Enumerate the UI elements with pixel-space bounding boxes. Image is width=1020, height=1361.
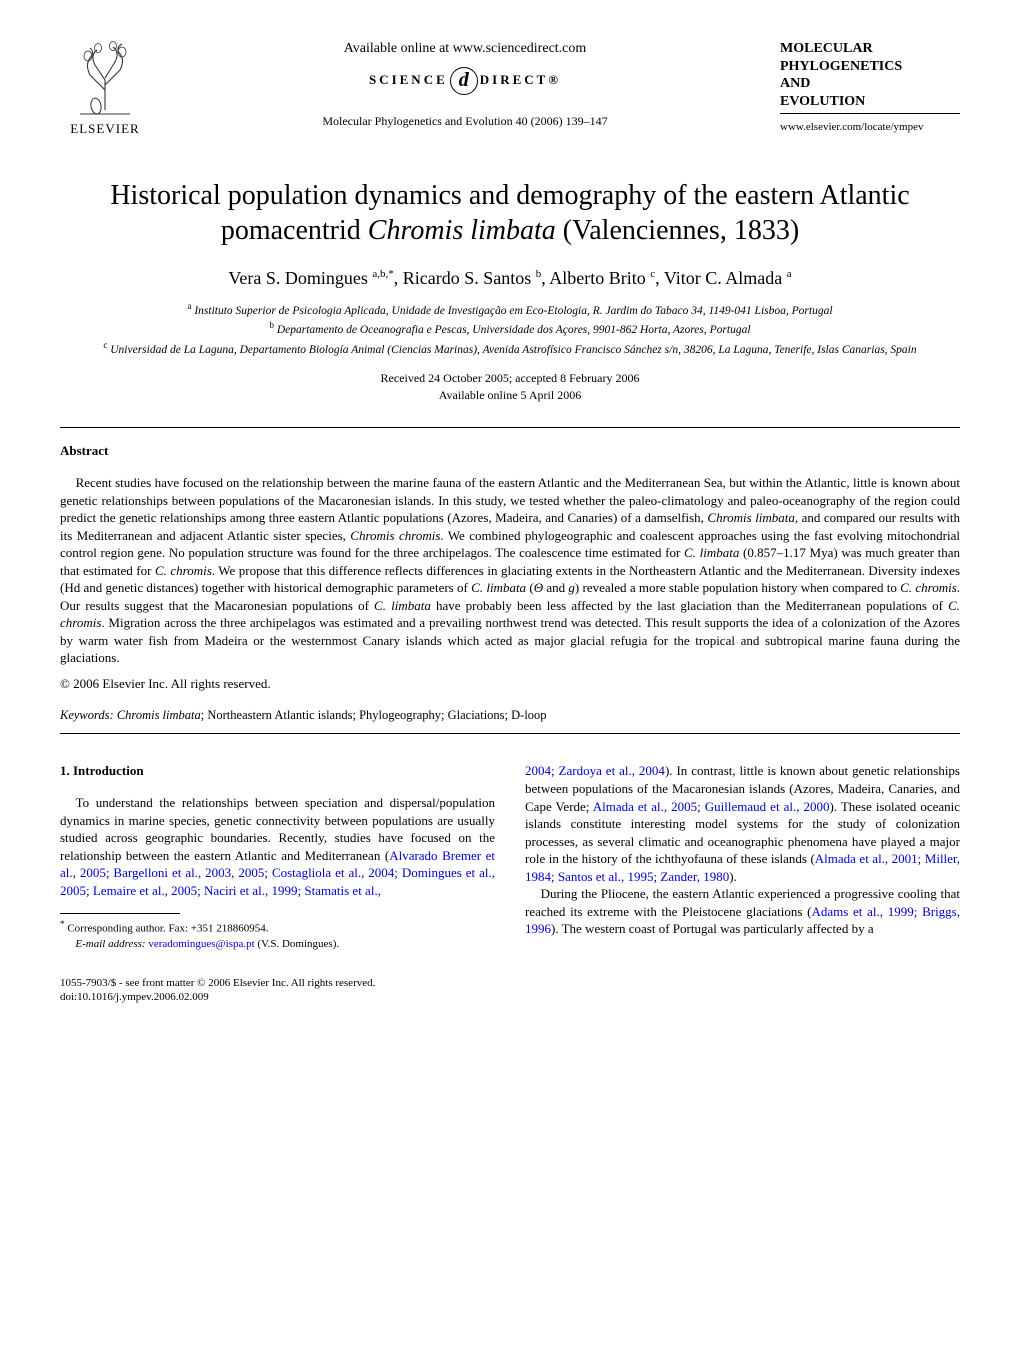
keywords-label: Keywords: — [60, 708, 117, 722]
column-right: 2004; Zardoya et al., 2004). In contrast… — [525, 762, 960, 951]
affiliation-c: Universidad de La Laguna, Departamento B… — [110, 343, 916, 355]
abs-sp6: C. chromis — [900, 580, 957, 595]
date-online: Available online 5 April 2006 — [439, 388, 581, 402]
abs-sp1: Chromis limbata — [707, 510, 795, 525]
keywords-rest: ; Northeastern Atlantic islands; Phyloge… — [201, 708, 547, 722]
header-center: Available online at www.sciencedirect.co… — [150, 40, 780, 129]
author-1: Vera S. Domingues — [228, 268, 367, 288]
intro-col2-t3: ). — [729, 869, 737, 884]
sd-right: DIRECT® — [480, 72, 561, 87]
journal-url[interactable]: www.elsevier.com/locate/ympev — [780, 120, 960, 135]
body-columns: 1. Introduction To understand the relati… — [60, 762, 960, 951]
intro-p2b: ). The western coast of Portugal was par… — [551, 921, 874, 936]
abs-theta: Θ — [534, 580, 543, 595]
abs-t6: ( — [526, 580, 534, 595]
affiliation-a: Instituto Superior de Psicologia Aplicad… — [194, 305, 832, 317]
author-2-aff: b — [536, 268, 542, 280]
article-title: Historical population dynamics and demog… — [60, 178, 960, 248]
affiliation-b: Departamento de Oceanografia e Pescas, U… — [277, 324, 751, 336]
abstract-body: Recent studies have focused on the relat… — [60, 474, 960, 667]
author-4: Vitor C. Almada — [664, 268, 782, 288]
keywords-species: Chromis limbata — [117, 708, 201, 722]
intro-ref1b[interactable]: 2004; Zardoya et al., 2004 — [525, 763, 665, 778]
email-who: (V.S. Domingues). — [255, 938, 339, 950]
page-footer: 1055-7903/$ - see front matter © 2006 El… — [60, 976, 960, 1006]
keywords: Keywords: Chromis limbata; Northeastern … — [60, 707, 960, 724]
intro-p1: To understand the relationships between … — [60, 794, 495, 899]
author-list: Vera S. Domingues a,b,*, Ricardo S. Sant… — [60, 266, 960, 290]
corresponding-author: Corresponding author. Fax: +351 21886095… — [67, 923, 268, 935]
front-matter-line: 1055-7903/$ - see front matter © 2006 El… — [60, 977, 375, 989]
abs-sp7: C. limbata — [374, 598, 431, 613]
author-2: Ricardo S. Santos — [403, 268, 532, 288]
journal-title-l3: AND — [780, 76, 810, 91]
author-3-aff: c — [650, 268, 655, 280]
elsevier-tree-icon — [70, 40, 140, 116]
sciencedirect-logo: SCIENCEdDIRECT® — [160, 67, 770, 95]
sd-left: SCIENCE — [369, 72, 448, 87]
email-link[interactable]: veradomingues@ispa.pt — [148, 938, 254, 950]
abs-sp3: C. limbata — [684, 545, 739, 560]
abs-sp4: C. chromis — [155, 563, 212, 578]
abs-t11: . Migration across the three archipelago… — [60, 615, 960, 665]
journal-title: MOLECULAR PHYLOGENETICS AND EVOLUTION — [780, 40, 960, 110]
intro-ref2[interactable]: Almada et al., 2005; Guillemaud et al., … — [593, 799, 830, 814]
title-species: Chromis limbata — [368, 215, 556, 246]
abs-t7: and — [543, 580, 568, 595]
available-online-text: Available online at www.sciencedirect.co… — [160, 40, 770, 59]
article-dates: Received 24 October 2005; accepted 8 Feb… — [60, 370, 960, 404]
title-post: (Valenciennes, 1833) — [556, 215, 799, 246]
introduction-heading: 1. Introduction — [60, 762, 495, 780]
date-received: Received 24 October 2005; accepted 8 Feb… — [381, 371, 640, 385]
journal-block: MOLECULAR PHYLOGENETICS AND EVOLUTION ww… — [780, 40, 960, 135]
footnote-block: * Corresponding author. Fax: +351 218860… — [60, 918, 495, 951]
publisher-name: ELSEVIER — [60, 120, 150, 138]
affiliations: a Instituto Superior de Psicologia Aplic… — [60, 300, 960, 358]
journal-title-l4: EVOLUTION — [780, 94, 865, 109]
author-1-aff: a,b,* — [372, 268, 393, 280]
abs-t10: have probably been less affected by the … — [431, 598, 948, 613]
email-label: E-mail address: — [75, 938, 145, 950]
abs-sp2: Chromis chromis — [350, 528, 440, 543]
author-4-aff: a — [787, 268, 792, 280]
journal-title-l2: PHYLOGENETICS — [780, 59, 902, 74]
journal-title-rule — [780, 112, 960, 114]
journal-title-l1: MOLECULAR — [780, 41, 873, 56]
abs-t8: ) revealed a more stable population hist… — [575, 580, 900, 595]
footnote-rule — [60, 913, 180, 914]
abstract-heading: Abstract — [60, 442, 960, 460]
doi-line: doi:10.1016/j.ympev.2006.02.009 — [60, 991, 209, 1003]
abstract-copyright: © 2006 Elsevier Inc. All rights reserved… — [60, 675, 960, 693]
rule-below-keywords — [60, 733, 960, 734]
sd-d-icon: d — [450, 67, 478, 95]
column-left: 1. Introduction To understand the relati… — [60, 762, 495, 951]
publisher-logo: ELSEVIER — [60, 40, 150, 138]
journal-reference: Molecular Phylogenetics and Evolution 40… — [160, 113, 770, 129]
intro-p1-cont: 2004; Zardoya et al., 2004). In contrast… — [525, 762, 960, 885]
intro-p2: During the Pliocene, the eastern Atlanti… — [525, 885, 960, 938]
rule-above-abstract — [60, 427, 960, 428]
abs-sp5: C. limbata — [471, 580, 526, 595]
page-header: ELSEVIER Available online at www.science… — [60, 40, 960, 138]
author-3: Alberto Brito — [549, 268, 646, 288]
